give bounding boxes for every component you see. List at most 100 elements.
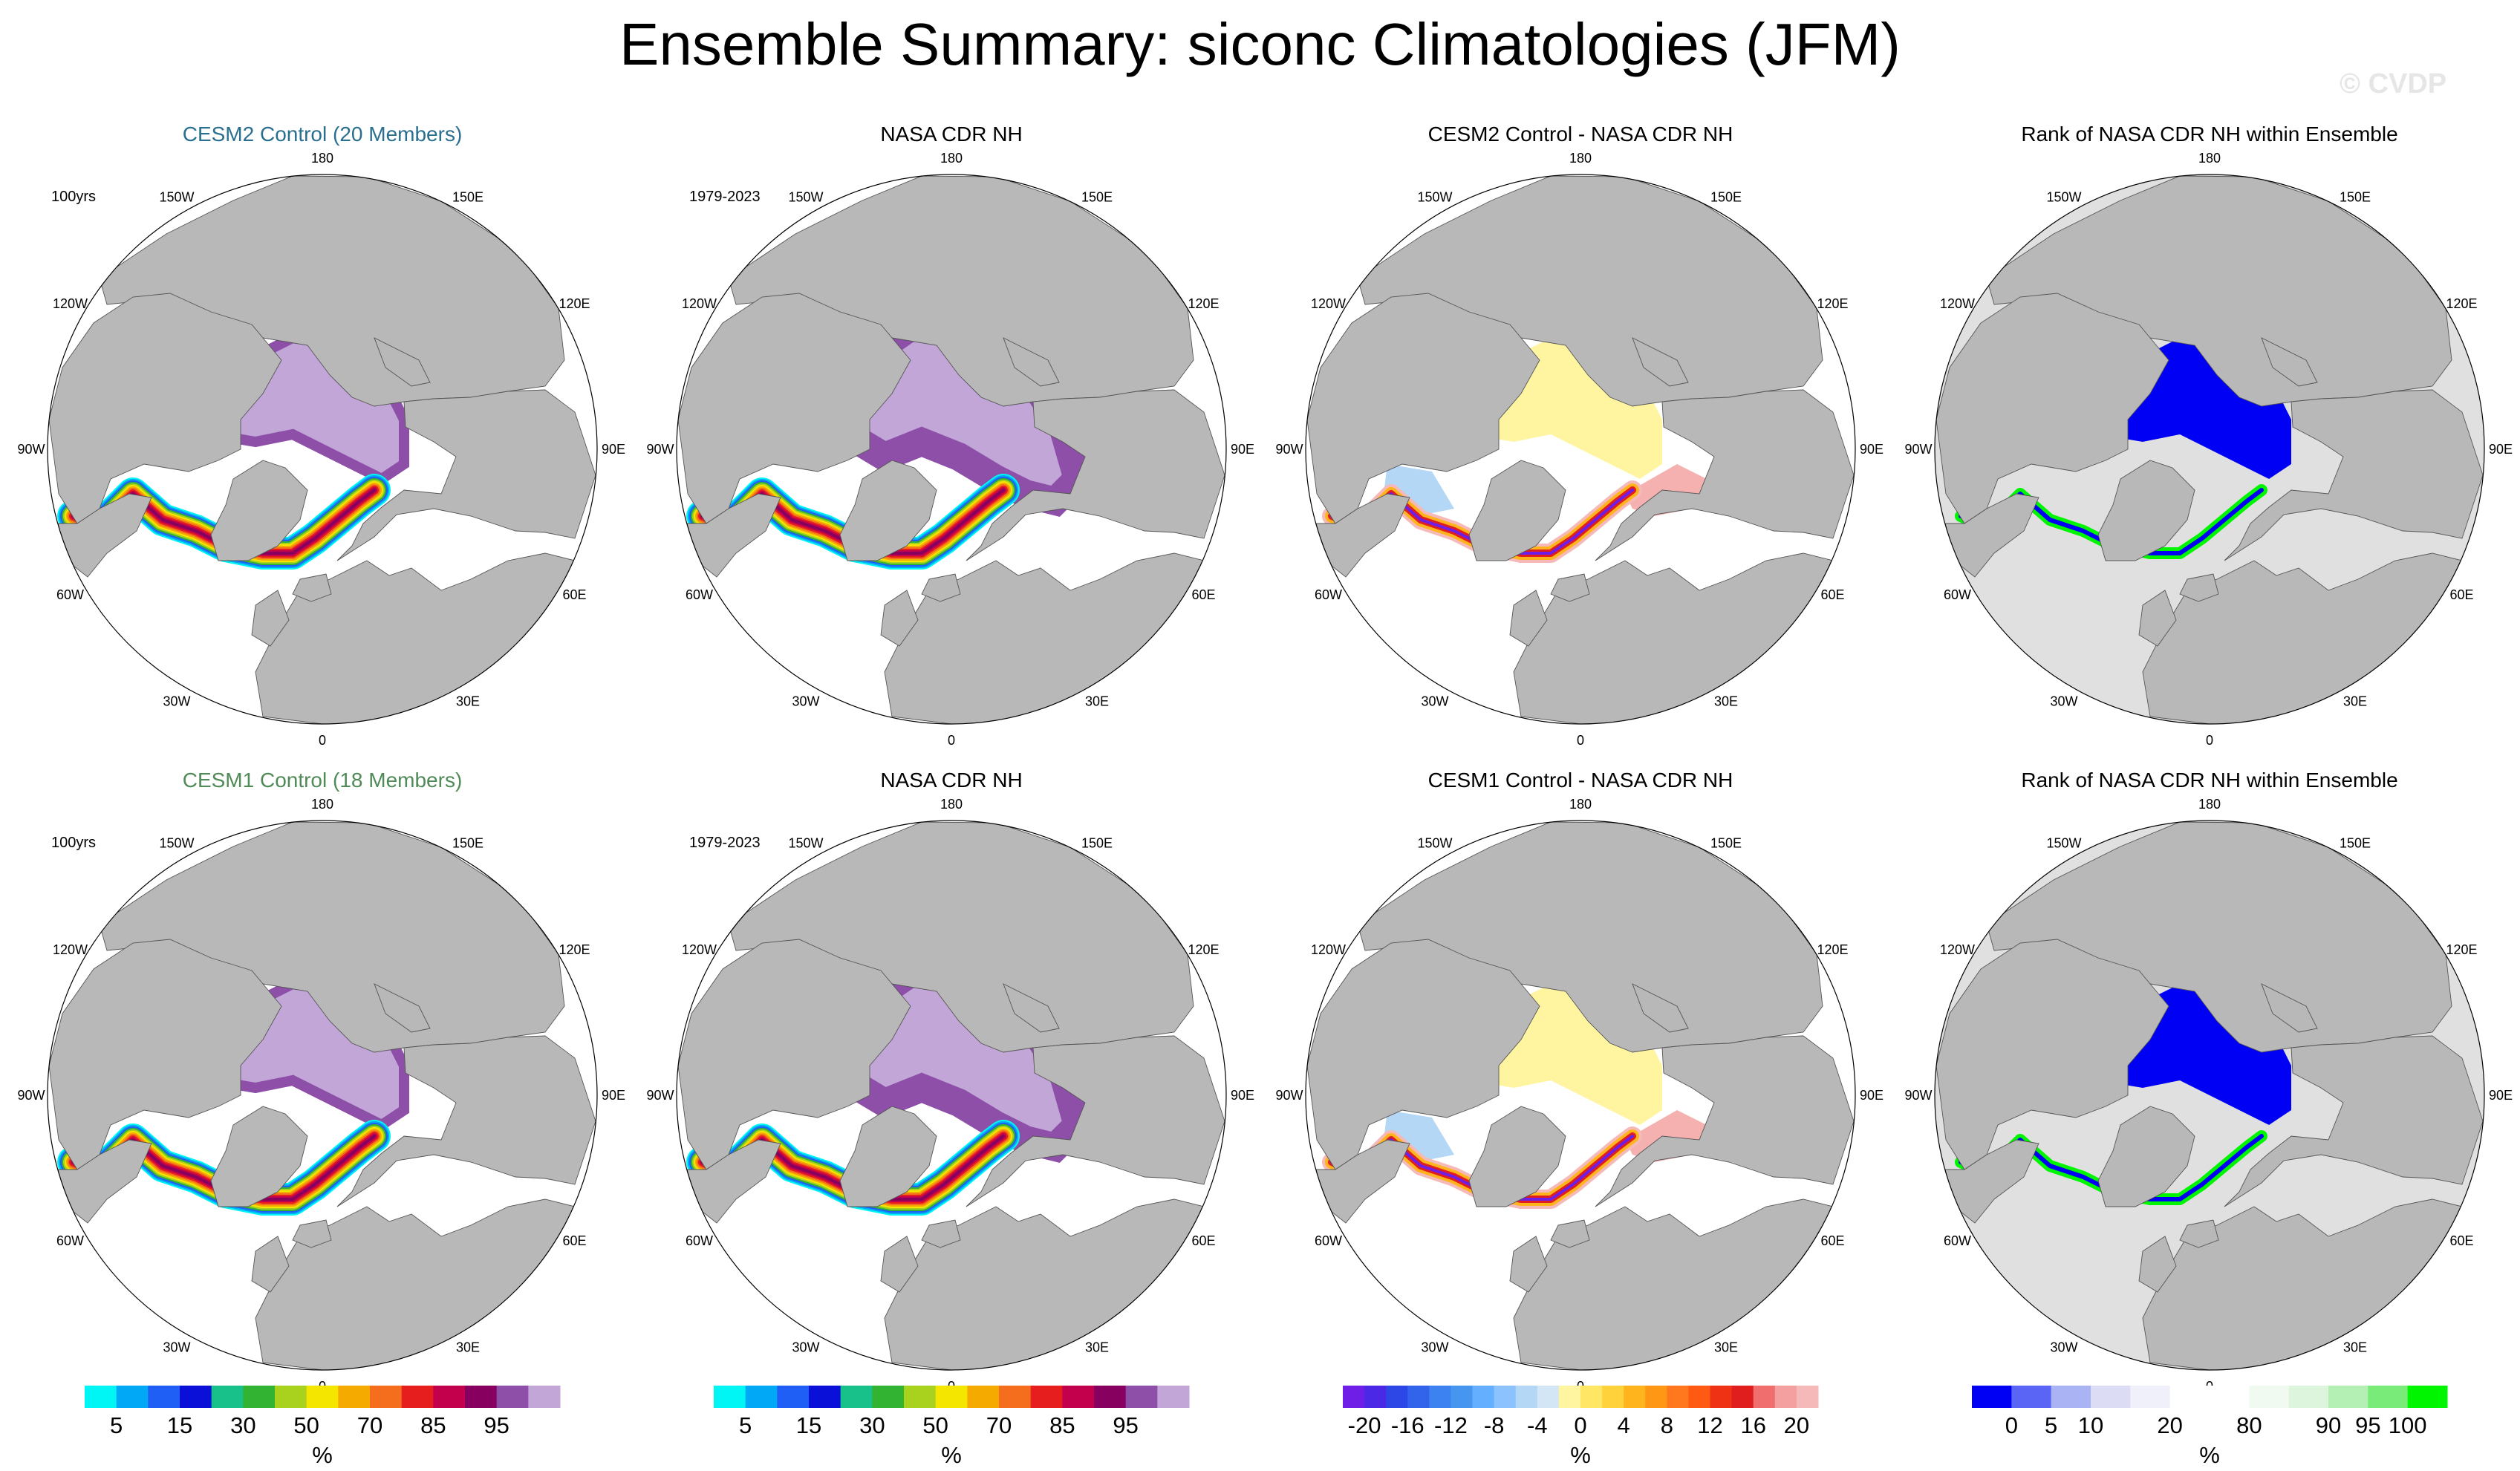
longitude-label: 120E xyxy=(559,942,590,957)
landmass-nz xyxy=(1632,983,1689,1033)
colorbar-tick-label: 5 xyxy=(2045,1412,2057,1438)
map-content xyxy=(1935,821,2484,1370)
longitude-label: 150W xyxy=(159,190,194,205)
colorbar-swatch xyxy=(1796,1386,1819,1408)
colorbar-tick-label: 70 xyxy=(357,1412,382,1438)
colorbar-swatch xyxy=(1157,1386,1190,1408)
landmass-nz xyxy=(2261,983,2318,1033)
colorbar-swatch xyxy=(840,1386,873,1408)
colorbar-swatch xyxy=(528,1386,561,1408)
colorbar-swatch xyxy=(1125,1386,1158,1408)
landmass-euro xyxy=(2142,1198,2463,1370)
landmass-nz xyxy=(1632,337,1689,387)
landmass-ice xyxy=(1550,573,1590,602)
panel-title: NASA CDR NH xyxy=(880,123,1023,146)
longitude-label: 90E xyxy=(1231,442,1254,457)
longitude-label: 60E xyxy=(1820,587,1844,602)
longitude-label: 120E xyxy=(2446,942,2477,957)
longitude-label: 90W xyxy=(1904,1088,1932,1103)
colorbar-tick-label: -20 xyxy=(1348,1412,1381,1438)
landmass-nz xyxy=(374,983,431,1033)
longitude-label: 90E xyxy=(1231,1088,1254,1103)
panel-title: CESM1 Control - NASA CDR NH xyxy=(1427,769,1733,792)
landmass-uk xyxy=(2138,590,2177,647)
colorbar-swatch xyxy=(401,1386,434,1408)
map-border xyxy=(1305,174,1856,725)
longitude-label: 150E xyxy=(2340,836,2371,851)
longitude-label: 120W xyxy=(682,942,717,957)
colorbar-swatch xyxy=(1537,1386,1560,1408)
colorbar-tick-label: 8 xyxy=(1661,1412,1673,1438)
map-content xyxy=(48,821,597,1370)
map-content xyxy=(1306,821,1855,1370)
colorbar-clim2: 5 15 30 50 70 85 95% xyxy=(714,1386,1190,1467)
longitude-label: 60E xyxy=(1820,1233,1844,1248)
polar-map-r0c1: 180 150E 120E 90E 60E 30E 0 30W 60W 90W 120W 150W xyxy=(646,151,1254,748)
colorbar-swatch xyxy=(1558,1386,1581,1408)
longitude-label: 30E xyxy=(1714,1340,1738,1355)
colorbar-swatch xyxy=(2169,1386,2210,1408)
landmass-gre xyxy=(1468,460,1566,561)
panel-title: CESM2 Control - NASA CDR NH xyxy=(1427,123,1733,146)
colorbar-clim1: 5 15 30 50 70 85 95% xyxy=(85,1386,561,1467)
landmass-lab xyxy=(1944,1139,2039,1224)
longitude-label: 90E xyxy=(602,442,625,457)
landmass-euro xyxy=(1513,552,1834,724)
longitude-label: 150E xyxy=(452,190,484,205)
longitude-label: 180 xyxy=(2198,797,2221,812)
colorbar-tick-label: -16 xyxy=(1391,1412,1425,1438)
colorbar-unit: % xyxy=(2199,1442,2220,1467)
longitude-label: 90W xyxy=(646,1088,674,1103)
longitude-label: 30E xyxy=(1085,694,1109,709)
colorbar-swatch xyxy=(180,1386,212,1408)
landmass-gre xyxy=(2097,1106,2195,1207)
longitude-label: 150W xyxy=(1417,836,1452,851)
colorbar-swatch xyxy=(2130,1386,2171,1408)
colorbar-tick-label: 15 xyxy=(796,1412,821,1438)
landmass-ice xyxy=(1550,1219,1590,1248)
colorbar-swatch xyxy=(1429,1386,1451,1408)
landmass-uk xyxy=(1509,590,1548,647)
landmass-scand xyxy=(966,389,1225,561)
colorbar-swatch xyxy=(116,1386,149,1408)
colorbar-swatch xyxy=(1386,1386,1408,1408)
longitude-label: 120W xyxy=(53,296,88,311)
colorbar-swatch xyxy=(338,1386,371,1408)
colorbar-swatch xyxy=(1451,1386,1474,1408)
period-label: 1979-2023 xyxy=(689,189,761,205)
map-content xyxy=(1306,175,1855,724)
landmass-euro xyxy=(884,552,1205,724)
colorbar-swatch xyxy=(1667,1386,1689,1408)
map-border xyxy=(1305,820,1856,1371)
longitude-label: 150W xyxy=(159,836,194,851)
colorbar-swatch xyxy=(999,1386,1032,1408)
landmass-euro xyxy=(255,552,576,724)
landmass-euro xyxy=(884,1198,1205,1370)
colorbar-tick-label: 90 xyxy=(2316,1412,2341,1438)
colorbar-tick-label: 70 xyxy=(986,1412,1012,1438)
colorbar-tick-label: 12 xyxy=(1697,1412,1722,1438)
colorbar-swatch xyxy=(85,1386,117,1408)
map-border xyxy=(47,174,598,725)
colorbar-swatch xyxy=(2407,1386,2448,1408)
longitude-label: 30W xyxy=(163,694,190,709)
colorbar-swatch xyxy=(2288,1386,2329,1408)
longitude-label: 120E xyxy=(2446,296,2477,311)
panel-title: CESM2 Control (20 Members) xyxy=(182,123,463,146)
colorbar-tick-label: 30 xyxy=(230,1412,255,1438)
landmass-lab xyxy=(686,493,781,578)
colorbar-swatch xyxy=(496,1386,529,1408)
colorbar-swatch xyxy=(211,1386,244,1408)
longitude-label: 180 xyxy=(2198,151,2221,166)
longitude-label: 60W xyxy=(1944,587,1971,602)
longitude-label: 60E xyxy=(562,1233,586,1248)
colorbar-tick-label: 80 xyxy=(2236,1412,2262,1438)
colorbar-swatch xyxy=(2210,1386,2250,1408)
landmass-uk xyxy=(251,590,290,647)
colorbar-swatch xyxy=(148,1386,180,1408)
landmass-lab xyxy=(57,1139,152,1224)
colorbar-swatch xyxy=(1515,1386,1538,1408)
longitude-label: 150W xyxy=(2046,836,2081,851)
